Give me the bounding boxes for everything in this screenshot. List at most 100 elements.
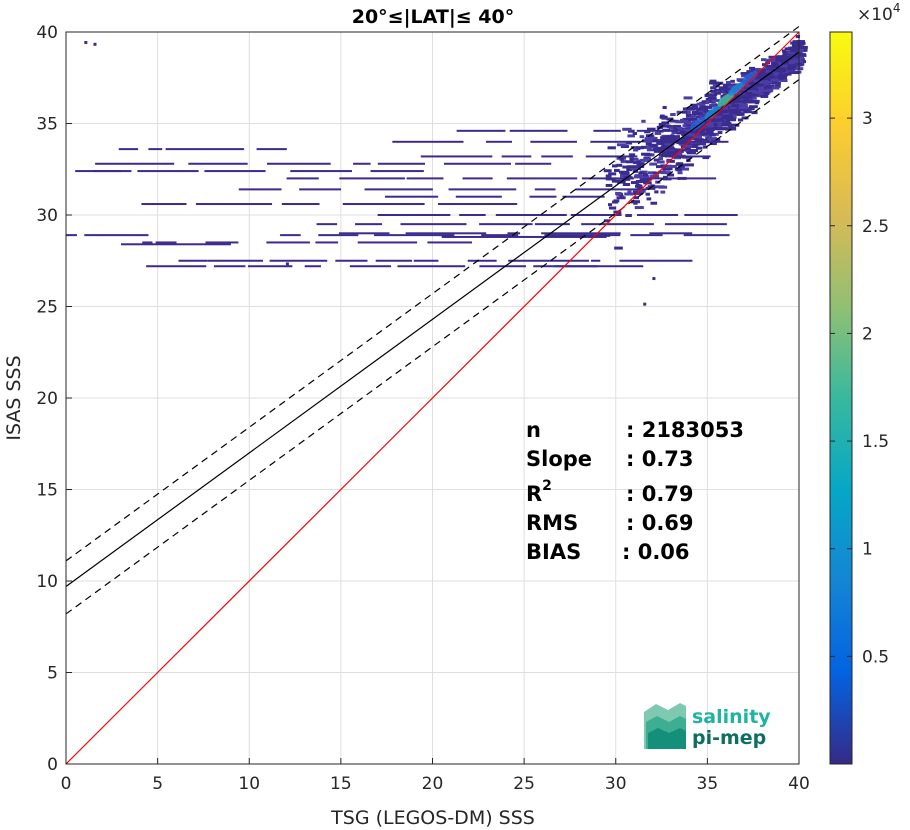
- density-cell: [790, 71, 800, 75]
- density-cell: [796, 40, 805, 44]
- density-cell: [616, 212, 622, 216]
- density-cell: [627, 165, 637, 169]
- density-cell: [652, 139, 659, 143]
- density-cell: [706, 99, 716, 103]
- density-cell: [626, 168, 633, 172]
- density-cell: [662, 175, 668, 179]
- density-cell: [626, 160, 634, 164]
- stat-rms-value: : 0.69: [626, 511, 694, 535]
- density-streak: [375, 259, 413, 262]
- density-cell: [761, 73, 771, 77]
- density-streak: [238, 188, 282, 191]
- density-cell: [771, 57, 778, 61]
- density-streak: [581, 177, 634, 180]
- density-cell: [660, 190, 666, 194]
- density-cell: [685, 113, 695, 117]
- density-core-blob: [741, 70, 758, 85]
- stat-r2-superscript: 2: [542, 478, 552, 494]
- density-streak: [664, 223, 727, 226]
- density-cell: [285, 262, 289, 266]
- density-core-blob: [717, 92, 734, 107]
- stat-r2-value: : 0.79: [626, 482, 694, 506]
- density-cell: [739, 89, 749, 93]
- density-cell: [766, 75, 771, 79]
- density-cell: [728, 111, 739, 115]
- colorbar-exponent-power: 4: [893, 1, 901, 15]
- density-cell: [764, 79, 775, 83]
- density-cell: [685, 133, 691, 137]
- density-cell: [643, 302, 647, 306]
- density-cell: [611, 179, 622, 183]
- density-cell: [767, 72, 774, 76]
- density-cell: [676, 131, 684, 135]
- density-cell: [619, 157, 624, 161]
- density-streak: [533, 265, 644, 268]
- density-streak: [142, 241, 153, 244]
- y-tick-label: 10: [36, 572, 58, 592]
- density-cell: [787, 50, 793, 54]
- density-cell: [695, 109, 704, 113]
- density-cell: [616, 163, 623, 167]
- density-streak: [299, 188, 342, 191]
- density-cell: [746, 80, 755, 84]
- pimep-logo: salinity pi-mep: [644, 703, 771, 749]
- density-cell: [716, 112, 722, 116]
- density-cell: [717, 118, 724, 122]
- density-cell: [671, 131, 679, 135]
- density-cell: [784, 56, 792, 60]
- density-cell: [607, 203, 613, 207]
- density-cell: [668, 126, 675, 130]
- density-cell: [731, 104, 740, 108]
- density-cell: [775, 58, 782, 62]
- density-cell: [669, 119, 675, 123]
- stat-bias-value: : 0.06: [622, 540, 690, 564]
- density-cell: [761, 90, 771, 94]
- density-streak: [506, 177, 578, 180]
- density-cell: [670, 113, 676, 117]
- density-cell: [770, 86, 780, 90]
- density-cell: [628, 153, 636, 157]
- density-cell: [735, 93, 741, 97]
- density-cell: [661, 151, 670, 155]
- density-cell: [744, 107, 755, 111]
- density-cell: [675, 168, 682, 172]
- density-cell: [743, 110, 748, 114]
- density-cell: [658, 122, 666, 126]
- density-cell: [737, 118, 744, 122]
- density-cell: [748, 105, 758, 109]
- density-cell: [655, 149, 664, 153]
- density-streak: [619, 259, 693, 262]
- density-cell: [754, 101, 760, 105]
- density-cell: [680, 120, 689, 124]
- density-cell: [603, 169, 612, 173]
- density-cell: [723, 106, 730, 110]
- density-cell: [707, 96, 716, 100]
- density-streak: [137, 170, 199, 173]
- density-cell: [760, 84, 767, 88]
- density-cell: [797, 42, 804, 46]
- density-cell: [629, 157, 639, 161]
- density-streak: [141, 203, 187, 206]
- density-cell: [763, 86, 769, 90]
- density-streak: [178, 259, 208, 262]
- density-cell: [797, 53, 806, 57]
- density-cell: [669, 159, 675, 163]
- density-cell: [636, 159, 642, 163]
- density-cell: [629, 157, 634, 161]
- density-cell: [657, 160, 665, 164]
- density-cell: [681, 163, 689, 167]
- density-cell: [790, 49, 800, 53]
- density-cell: [685, 128, 691, 132]
- density-cell: [789, 46, 799, 50]
- density-cell: [686, 106, 697, 110]
- colorbar-tick-label: 0.5: [862, 647, 889, 667]
- density-cell: [741, 116, 749, 120]
- density-streak: [84, 234, 149, 237]
- density-cell: [618, 170, 626, 174]
- density-streak: [630, 234, 663, 237]
- density-streak: [636, 129, 678, 132]
- density-streak: [146, 265, 207, 268]
- density-cell: [723, 114, 733, 118]
- density-cell: [750, 87, 758, 91]
- x-axis-label: TSG (LEGOS-DM) SSS: [330, 807, 535, 829]
